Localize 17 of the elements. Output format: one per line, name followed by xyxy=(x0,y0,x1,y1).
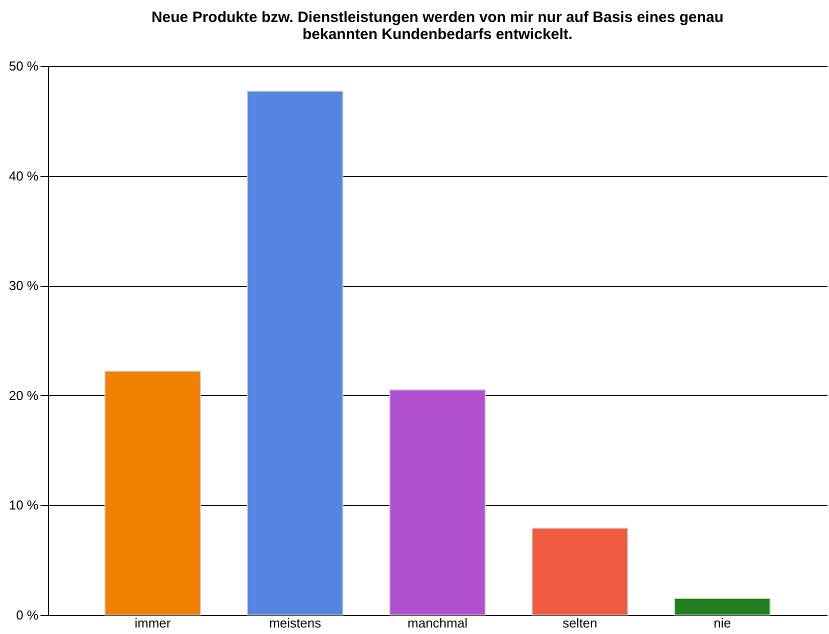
x-tick-label: nie xyxy=(714,616,732,630)
x-tick-label: immer xyxy=(134,616,172,630)
chart-title: Neue Produkte bzw. Dienstleistungen werden von mir nur auf Basis eines genau bekannten Kundenbedarfs entwickelt. xyxy=(151,9,724,43)
x-tick-label: selten xyxy=(562,616,598,630)
y-tick-label: 50 % xyxy=(8,58,39,74)
y-tick-label: 20 % xyxy=(8,388,39,403)
y-tick-label: 0 % xyxy=(16,608,39,622)
y-tick-label: 10 % xyxy=(8,498,39,513)
bar xyxy=(246,90,344,616)
bar xyxy=(674,598,771,616)
x-tick-label: manchmal xyxy=(408,616,468,630)
y-tick-label: 40 % xyxy=(8,168,39,184)
bar xyxy=(104,370,201,616)
bar xyxy=(389,389,486,616)
y-tick-label: 30 % xyxy=(8,278,39,294)
bar xyxy=(532,528,628,616)
x-tick-label: meistens xyxy=(269,616,322,630)
